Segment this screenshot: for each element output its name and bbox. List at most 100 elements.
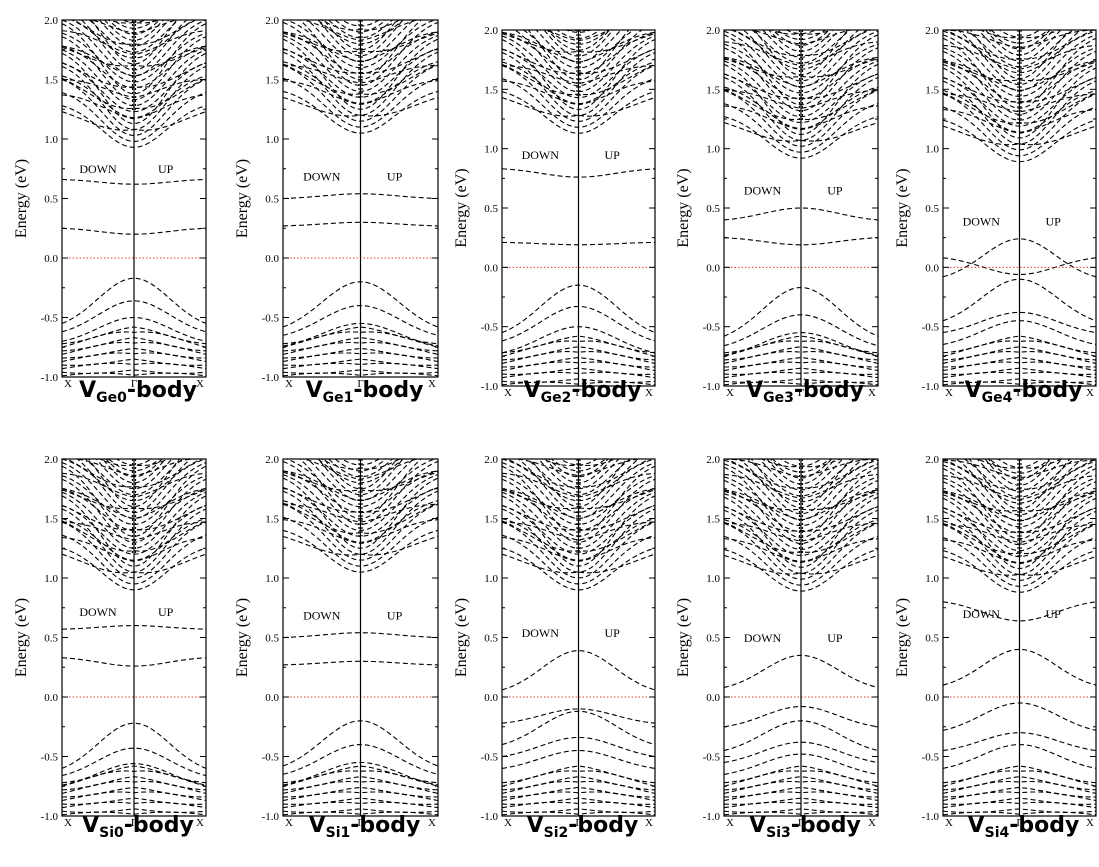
y-tick-label: 2.0	[706, 454, 720, 466]
y-tick-label: -0.5	[481, 752, 499, 764]
y-tick-label: -0.5	[703, 322, 721, 334]
conduction-band	[283, 423, 438, 447]
valence-band	[62, 722, 206, 769]
x-tick-label: X	[428, 817, 436, 829]
y-tick-label: 0.5	[706, 633, 720, 645]
panel-caption: VGe0-body	[79, 378, 197, 406]
conduction-band	[121, 20, 147, 23]
y-tick-label: -0.5	[41, 752, 59, 764]
panel-caption: VSi2-body	[527, 813, 639, 841]
valence-band	[943, 791, 1096, 802]
x-tick-label: Γ	[131, 378, 137, 390]
conduction-band	[502, 0, 655, 26]
band-panel-ge3: 2.0 1.5 1.0 0.5 0.0 -0.5 -1.0 X Γ X Energy (eV) DOW…	[674, 25, 882, 402]
y-tick-label: -0.5	[922, 752, 940, 764]
y-tick-label: 1.0	[925, 573, 939, 585]
spin-up-label: UP	[387, 608, 403, 622]
y-tick-label: 2.0	[484, 25, 498, 37]
conduction-band	[62, 45, 206, 77]
conduction-band	[62, 520, 206, 552]
conduction-band	[502, 65, 655, 84]
conduction-band	[943, 93, 1096, 113]
spin-down-label: DOWN	[963, 607, 1001, 621]
band-panel-ge0: 2.0 1.5 1.0 0.5 0.0 -0.5 -1.0 X Γ X Energy (eV) DOW…	[12, 15, 210, 393]
y-axis-label: Energy (eV)	[453, 598, 470, 677]
valence-band	[724, 361, 878, 372]
x-tick-label: Γ	[357, 817, 363, 829]
y-axis-label: Energy (eV)	[894, 168, 911, 247]
band-panel-si3: 2.0 1.5 1.0 0.5 0.0 -0.5 -1.0 X Γ X Energy (eV) DOW…	[674, 454, 882, 832]
y-tick-label: 0.5	[265, 633, 279, 645]
spin-down-label: DOWN	[522, 148, 560, 162]
conduction-band	[72, 20, 196, 45]
x-tick-label: Γ	[798, 387, 804, 399]
panel-caption: VGe1-body	[306, 378, 424, 406]
conduction-band	[283, 423, 438, 447]
valence-band	[502, 750, 655, 769]
conduction-band	[785, 30, 817, 35]
conduction-band	[502, 489, 655, 510]
y-tick-label: 1.5	[265, 514, 279, 526]
x-tick-label: X	[945, 387, 953, 399]
conduction-band	[943, 61, 1096, 82]
y-tick-label: 0.5	[265, 194, 279, 206]
caption-main: V	[308, 813, 326, 838]
conduction-band	[502, 97, 655, 117]
conduction-band	[502, 521, 655, 541]
y-tick-label: 0.0	[706, 692, 720, 704]
conduction-band	[283, 1, 438, 19]
conduction-band	[502, 478, 655, 543]
defect-band	[943, 601, 1096, 622]
defect-band	[943, 648, 1096, 686]
valence-band	[943, 351, 1096, 365]
valence-band	[283, 791, 438, 802]
y-tick-label: 1.0	[265, 573, 279, 585]
conduction-band	[724, 76, 878, 141]
spin-up-label: UP	[1045, 214, 1061, 228]
defect-band	[502, 708, 655, 724]
caption-main: V	[79, 378, 97, 403]
conduction-band	[943, 30, 1096, 49]
y-tick-label: 1.5	[484, 84, 498, 96]
conduction-band	[283, 423, 438, 453]
y-tick-label: 0.0	[265, 253, 279, 265]
y-tick-label: 2.0	[265, 15, 279, 27]
y-tick-label: 1.5	[925, 84, 939, 96]
x-tick-label: X	[285, 378, 293, 390]
conduction-band	[502, 0, 655, 21]
x-tick-label: X	[428, 378, 436, 390]
caption-subscript: Ge4	[981, 390, 1013, 406]
y-tick-label: 1.5	[484, 514, 498, 526]
conduction-band	[724, 122, 878, 142]
caption-main: V	[523, 378, 541, 403]
x-tick-label: X	[726, 817, 734, 829]
valence-band	[502, 770, 655, 787]
conduction-band	[724, 459, 878, 478]
defect-band	[283, 632, 438, 639]
caption-suffix: -body	[790, 813, 861, 838]
caption-subscript: Si3	[766, 825, 791, 841]
defect-band	[943, 238, 1096, 278]
conduction-band	[562, 30, 595, 32]
panel-caption: VGe3-body	[746, 378, 864, 406]
defect-band	[724, 237, 878, 246]
valence-band	[943, 340, 1096, 357]
conduction-band	[502, 0, 655, 9]
caption-main: V	[526, 813, 544, 838]
caption-subscript: Si4	[984, 825, 1010, 841]
defect-band	[724, 705, 878, 728]
conduction-band	[283, 516, 438, 567]
y-tick-label: 1.0	[484, 573, 498, 585]
conduction-band	[565, 30, 592, 33]
conduction-band	[943, 459, 1096, 479]
valence-band	[724, 801, 878, 809]
defect-band	[502, 650, 655, 691]
y-axis-label: Energy (eV)	[675, 168, 692, 247]
x-tick-label: X	[645, 387, 653, 399]
conduction-band	[943, 491, 1096, 512]
spin-down-label: DOWN	[744, 184, 782, 198]
y-tick-label: 1.0	[706, 144, 720, 156]
conduction-band	[943, 0, 1096, 26]
band-panel-si2: 2.0 1.5 1.0 0.5 0.0 -0.5 -1.0 X Γ X Energy (eV) DOW…	[452, 454, 659, 832]
y-tick-label: -1.0	[703, 381, 721, 393]
